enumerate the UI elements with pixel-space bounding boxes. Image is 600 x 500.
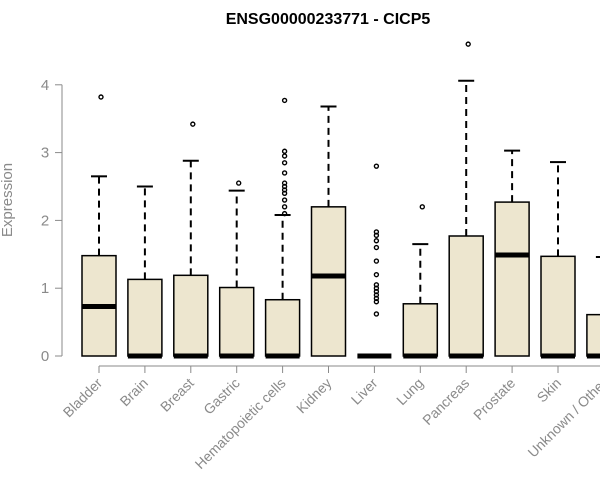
y-axis: 0 1 2 3 4 bbox=[41, 77, 63, 365]
y-axis-label: Expression bbox=[0, 163, 16, 237]
outlier-point bbox=[373, 244, 380, 251]
box-group bbox=[127, 185, 163, 359]
x-tick-label: Bladder bbox=[60, 375, 106, 421]
outlier-point bbox=[281, 204, 288, 210]
outlier-point bbox=[281, 97, 288, 104]
outlier-point bbox=[190, 121, 196, 127]
x-tick-label: Gastric bbox=[200, 375, 243, 418]
outlier-point bbox=[281, 153, 288, 159]
box-group bbox=[218, 180, 255, 359]
box-group bbox=[448, 41, 484, 359]
outlier-point bbox=[281, 148, 288, 154]
outlier-point bbox=[373, 163, 380, 169]
box-group bbox=[586, 256, 600, 359]
box bbox=[218, 286, 255, 357]
x-tick-label: Hematopoietic cells bbox=[192, 375, 289, 472]
outlier-point bbox=[235, 180, 242, 186]
y-tick-label: 1 bbox=[41, 280, 49, 297]
outlier-point bbox=[281, 210, 288, 217]
box-group bbox=[81, 94, 117, 357]
outlier-point bbox=[281, 180, 288, 186]
box bbox=[448, 235, 484, 357]
box-group bbox=[494, 149, 530, 357]
x-tick-label: Breast bbox=[157, 375, 197, 415]
x-tick-label: Kidney bbox=[293, 375, 335, 417]
box-series bbox=[81, 41, 600, 359]
y-tick-label: 3 bbox=[41, 145, 49, 162]
box bbox=[264, 298, 301, 357]
x-tick-label: Prostate bbox=[470, 375, 518, 423]
box bbox=[494, 201, 530, 357]
box-group bbox=[402, 204, 439, 359]
outlier-point bbox=[373, 238, 380, 244]
outlier-point bbox=[98, 94, 104, 100]
outlier-point bbox=[281, 170, 288, 176]
box bbox=[310, 206, 347, 357]
outlier-point bbox=[281, 160, 288, 166]
box bbox=[173, 274, 209, 357]
x-tick-label: Lung bbox=[393, 375, 426, 408]
outlier-point bbox=[373, 258, 380, 264]
box-group bbox=[540, 161, 576, 359]
y-tick-label: 0 bbox=[41, 348, 49, 365]
outlier-point bbox=[419, 204, 425, 210]
box-group bbox=[264, 97, 301, 359]
x-tick-label: Brain bbox=[117, 375, 151, 409]
box bbox=[402, 303, 439, 357]
box bbox=[586, 313, 600, 357]
x-tick-label: Skin bbox=[534, 375, 565, 406]
outlier-point bbox=[373, 311, 380, 317]
box-group bbox=[310, 105, 347, 357]
box-group bbox=[357, 163, 392, 359]
outlier-point bbox=[373, 229, 380, 235]
outlier-point bbox=[281, 197, 288, 203]
box bbox=[127, 278, 163, 357]
chart-title: ENSG00000233771 - CICP5 bbox=[226, 11, 431, 28]
x-tick-label: Liver bbox=[348, 375, 381, 408]
x-tick-label: Pancreas bbox=[419, 375, 472, 428]
box bbox=[540, 255, 576, 357]
y-tick-label: 2 bbox=[41, 212, 49, 229]
box-group bbox=[173, 121, 209, 359]
outlier-point bbox=[465, 41, 471, 47]
outlier-point bbox=[373, 271, 380, 278]
outlier-point bbox=[373, 282, 380, 288]
y-tick-label: 4 bbox=[41, 77, 49, 94]
